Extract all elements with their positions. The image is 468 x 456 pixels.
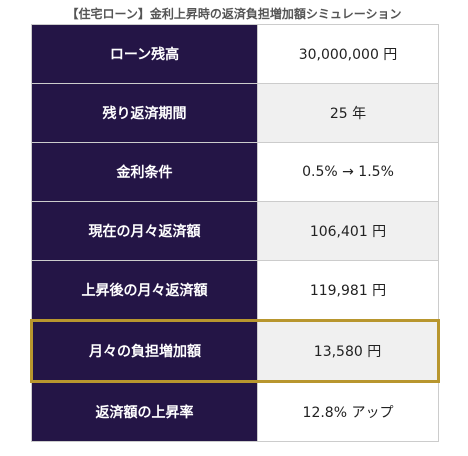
row-value: 30,000,000 円 [257,24,439,84]
row-value: 13,580 円 [257,319,440,383]
row-value: 0.5% → 1.5% [257,142,439,202]
row: 金利条件 0.5% → 1.5% [31,142,439,202]
row-label: ローン残高 [31,24,258,84]
row: 残り返済期間 25 年 [31,83,439,143]
row-label: 月々の負担増加額 [30,319,258,383]
highlighted-row: 月々の負担増加額 13,580 円 [30,319,440,383]
simulation-table: ローン残高 30,000,000 円 残り返済期間 25 年 金利条件 0.5% → … [30,24,440,442]
row: 上昇後の月々返済額 119,981 円 [31,260,439,321]
row: ローン残高 30,000,000 円 [31,24,439,84]
table-body: ローン残高 30,000,000 円 残り返済期間 25 年 金利条件 0.5% → … [30,24,440,442]
table-title: 【住宅ローン】金利上昇時の返済負担増加額シミュレーション [66,7,402,21]
row-label: 現在の月々返済額 [31,201,258,261]
row-value: 12.8% アップ [257,381,439,442]
row-value: 25 年 [257,83,439,143]
row-label: 上昇後の月々返済額 [31,260,258,321]
row-value: 106,401 円 [257,201,439,261]
row-label: 残り返済期間 [31,83,258,143]
row: 返済額の上昇率 12.8% アップ [31,381,439,442]
row-label: 返済額の上昇率 [31,381,258,442]
row-label: 金利条件 [31,142,258,202]
row: 現在の月々返済額 106,401 円 [31,201,439,261]
row-value: 119,981 円 [257,260,439,321]
